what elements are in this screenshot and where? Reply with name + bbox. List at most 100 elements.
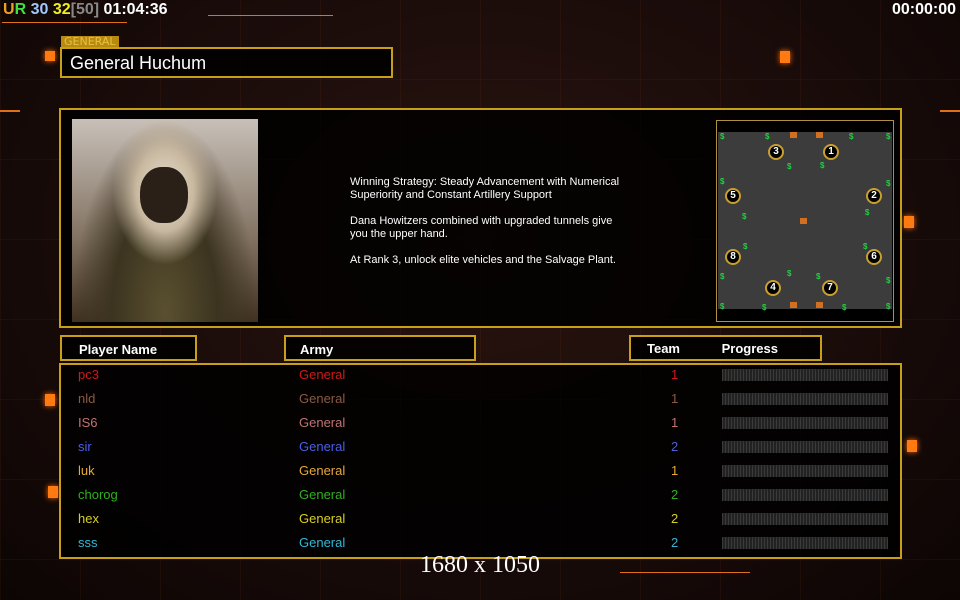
player-team: 1 — [671, 367, 679, 382]
minimap-terrain: 3 1 5 2 8 6 4 7 $ $ $ $ $ $ $ $ $ $ $ $ $ $ $ $ $ $ $ $ — [718, 132, 892, 312]
resource-hud: UR 30 32[50] 01:04:36 — [3, 1, 168, 19]
supply-dock-icon: $ — [742, 212, 747, 221]
start-position-marker[interactable]: 7 — [822, 280, 838, 296]
general-tag: GENERAL — [61, 36, 119, 48]
minimap[interactable]: 3 1 5 2 8 6 4 7 $ $ $ $ $ $ $ $ $ $ $ $ $ $ $ $ $ $ $ $ — [716, 120, 894, 322]
oil-derrick-icon — [800, 218, 807, 224]
player-row: chorog General 2 — [61, 485, 900, 509]
decor-square — [48, 486, 58, 498]
player-army: General — [299, 391, 346, 406]
hud-power: 30 — [30, 1, 49, 18]
general-portrait — [72, 119, 258, 322]
divider — [0, 110, 20, 112]
column-header-army[interactable]: Army — [284, 335, 476, 361]
divider — [940, 110, 960, 112]
start-position-marker[interactable]: 3 — [768, 144, 784, 160]
player-army: General — [299, 439, 346, 454]
player-name: hex — [78, 511, 99, 526]
decor-square — [907, 440, 917, 452]
oil-derrick-icon — [790, 132, 797, 138]
supply-dock-icon: $ — [886, 132, 891, 141]
player-row: sir General 2 — [61, 437, 900, 461]
divider — [620, 572, 750, 573]
divider — [2, 22, 127, 23]
player-row: luk General 1 — [61, 461, 900, 485]
hud-supply: 32 — [52, 1, 71, 18]
player-name: IS6 — [78, 415, 98, 430]
column-header-team: Team — [647, 341, 680, 356]
oil-derrick-icon — [790, 302, 797, 308]
player-team: 2 — [671, 511, 679, 526]
player-team: 2 — [671, 439, 679, 454]
player-army: General — [299, 535, 346, 550]
player-row: nld General 1 — [61, 389, 900, 413]
column-header-player[interactable]: Player Name — [60, 335, 197, 361]
start-position-marker[interactable]: 5 — [725, 188, 741, 204]
progress-bar — [722, 489, 888, 501]
supply-dock-icon: $ — [765, 132, 770, 141]
start-position-marker[interactable]: 2 — [866, 188, 882, 204]
player-name: nld — [78, 391, 96, 406]
player-team: 2 — [671, 487, 679, 502]
supply-dock-icon: $ — [720, 302, 725, 311]
player-army: General — [299, 415, 346, 430]
column-header-progress: Progress — [721, 341, 778, 356]
supply-dock-icon: $ — [849, 132, 854, 141]
player-team: 1 — [671, 415, 679, 430]
oil-derrick-icon — [816, 132, 823, 138]
progress-bar — [722, 441, 888, 453]
progress-bar — [722, 537, 888, 549]
player-list: pc3 General 1 nld General 1 IS6 General 1 sir Gene… — [59, 363, 902, 559]
player-team: 1 — [671, 463, 679, 478]
player-army: General — [299, 463, 346, 478]
progress-bar — [722, 513, 888, 525]
player-team: 1 — [671, 391, 679, 406]
player-name: sss — [78, 535, 98, 550]
player-army: General — [299, 511, 346, 526]
hud-u: U — [3, 1, 15, 18]
divider — [208, 15, 333, 16]
supply-dock-icon: $ — [863, 242, 868, 251]
supply-dock-icon: $ — [842, 303, 847, 312]
start-position-marker[interactable]: 1 — [823, 144, 839, 160]
player-row: sss General 2 — [61, 533, 900, 557]
decor-square — [904, 216, 914, 228]
progress-bar — [722, 465, 888, 477]
progress-bar — [722, 393, 888, 405]
start-position-marker[interactable]: 6 — [866, 249, 882, 265]
portrait-face — [140, 167, 188, 223]
progress-bar — [722, 369, 888, 381]
hud-time: 01:04:36 — [103, 1, 168, 18]
hud-supply-max: [50] — [70, 1, 100, 18]
player-army: General — [299, 367, 346, 382]
resolution-label: 1680 x 1050 — [420, 552, 540, 578]
player-row: pc3 General 1 — [61, 365, 900, 389]
supply-dock-icon: $ — [865, 208, 870, 217]
player-team: 2 — [671, 535, 679, 550]
decor-square — [45, 394, 55, 406]
supply-dock-icon: $ — [720, 272, 725, 281]
column-header-team-progress[interactable]: Team Progress — [629, 335, 822, 361]
general-info-panel: Winning Strategy: Steady Advancement wit… — [59, 108, 902, 328]
strategy-description: Winning Strategy: Steady Advancement wit… — [350, 176, 620, 266]
oil-derrick-icon — [816, 302, 823, 308]
decor-square — [780, 51, 790, 63]
start-position-marker[interactable]: 8 — [725, 249, 741, 265]
supply-dock-icon: $ — [886, 276, 891, 285]
supply-dock-icon: $ — [762, 303, 767, 312]
start-position-marker[interactable]: 4 — [765, 280, 781, 296]
player-name: chorog — [78, 487, 118, 502]
player-army: General — [299, 487, 346, 502]
page-title: General Huchum — [60, 47, 393, 78]
supply-dock-icon: $ — [720, 177, 725, 186]
supply-dock-icon: $ — [886, 179, 891, 188]
player-name: pc3 — [78, 367, 99, 382]
supply-dock-icon: $ — [886, 302, 891, 311]
supply-dock-icon: $ — [720, 132, 725, 141]
game-clock: 00:00:00 — [891, 1, 956, 18]
supply-dock-icon: $ — [743, 242, 748, 251]
supply-dock-icon: $ — [787, 269, 792, 278]
hud-r: R — [14, 1, 27, 18]
supply-dock-icon: $ — [816, 272, 821, 281]
player-name: sir — [78, 439, 92, 454]
